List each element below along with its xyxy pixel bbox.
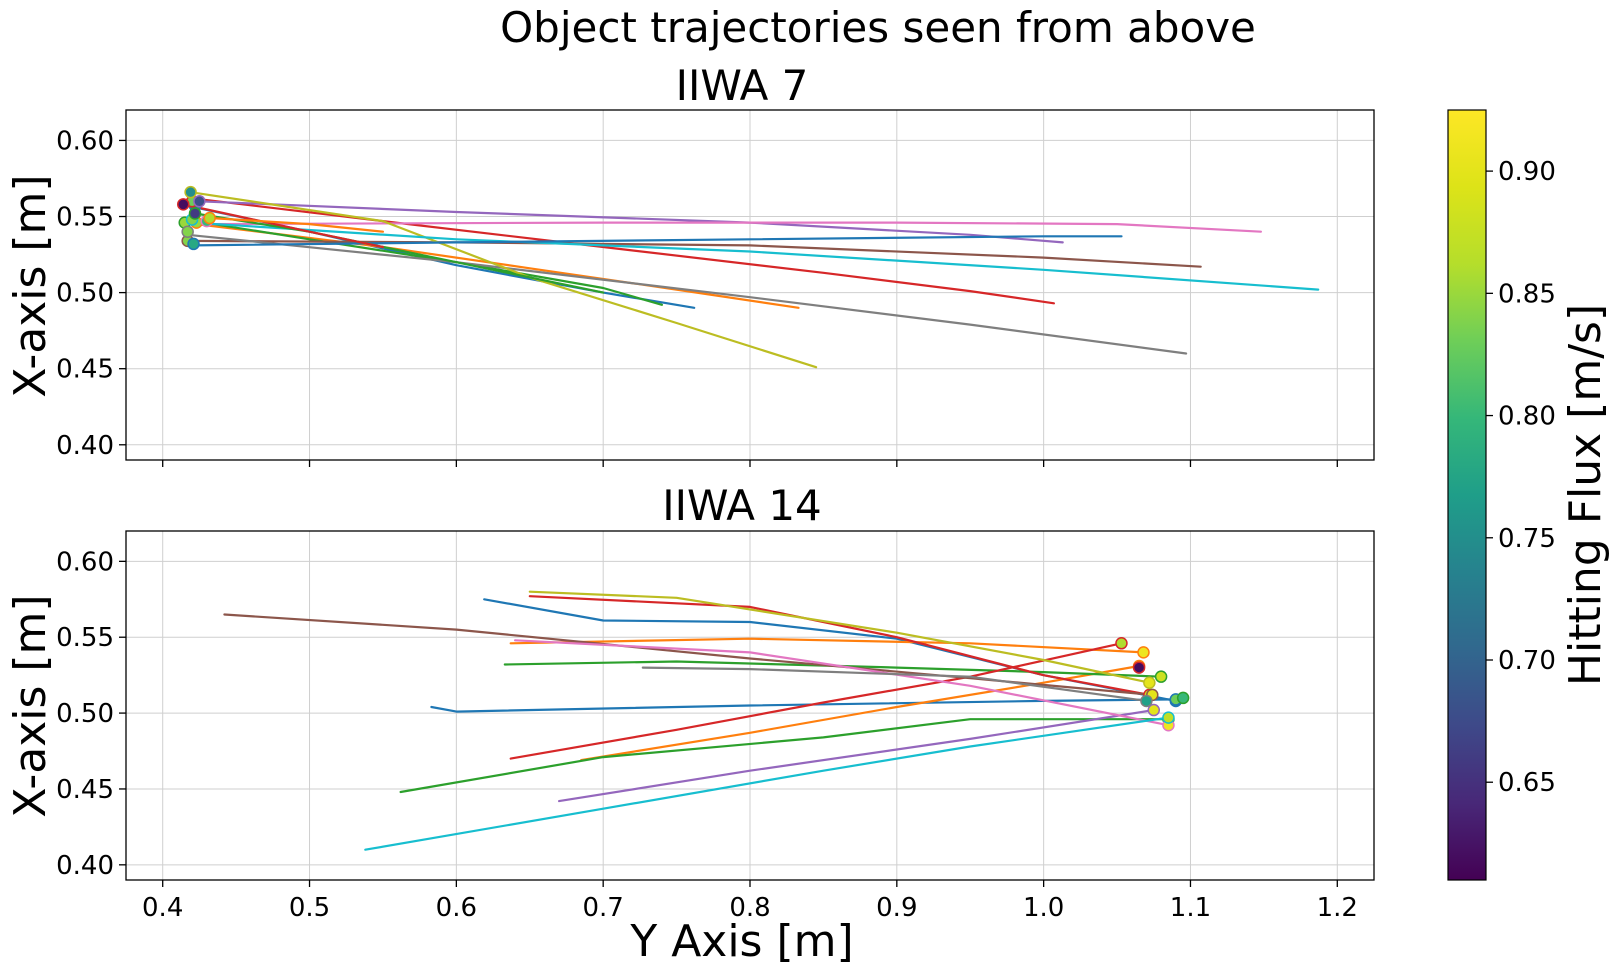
hitting-point-marker: [181, 225, 194, 238]
hitting-point-marker: [188, 207, 202, 220]
colorbar-gradient: [1447, 109, 1487, 881]
trajectory-line: [528, 595, 1151, 696]
y-tick-label: 0.60: [56, 547, 114, 577]
trajectory-line: [205, 221, 1262, 233]
y-tick-label: 0.50: [56, 279, 114, 309]
trajectory-line: [399, 718, 1170, 794]
x-axis-title: Y Axis [m]: [629, 916, 853, 967]
trajectory-line: [191, 197, 1055, 305]
panel-title-iiwa-7: IIWA 7: [676, 61, 809, 110]
y-tick-label: 0.50: [56, 699, 114, 729]
y-tick-label: 0.55: [56, 203, 114, 233]
colorbar: Hitting Flux [m/s] 0.65 0.70 0.75 0.80 0.85 0…: [1447, 109, 1611, 881]
trajectory-line: [558, 709, 1155, 803]
trajectory-line: [364, 716, 1170, 851]
x-tick-label: 0.5: [289, 893, 330, 923]
hitting-point-marker: [1140, 694, 1153, 708]
trajectory-line: [430, 698, 1177, 713]
colorbar-label: Hitting Flux [m/s]: [1560, 304, 1611, 686]
colorbar-tick-label: 0.65: [1498, 768, 1556, 798]
trajectory-line: [528, 590, 1151, 684]
trajectory-line: [641, 666, 1148, 702]
x-tick-label: 0.6: [436, 893, 477, 923]
hitting-point-marker: [1115, 637, 1128, 650]
trajectory-line: [195, 223, 800, 309]
plot-frame: [125, 109, 1375, 461]
colorbar-tick-label: 0.85: [1498, 279, 1556, 309]
trajectory-line: [509, 642, 1123, 760]
y-tick-label: 0.40: [56, 431, 114, 461]
hitting-point-marker: [184, 185, 197, 199]
trajectory-line: [223, 613, 1154, 696]
trajectory-line: [514, 639, 1170, 727]
x-tick-label: 0.8: [729, 893, 770, 923]
colorbar-tick-label: 0.70: [1498, 646, 1556, 676]
colorbar-tick-label: 0.75: [1498, 524, 1556, 554]
x-tick-label: 0.4: [142, 893, 183, 923]
y-tick-label: 0.55: [56, 623, 114, 653]
chart-title: Object trajectories seen from above: [500, 3, 1256, 52]
hitting-point-marker: [187, 237, 200, 251]
hitting-point-marker: [1143, 676, 1156, 689]
hitting-point-marker: [203, 211, 216, 225]
hitting-point-marker: [193, 195, 206, 208]
y-tick-label: 0.60: [56, 126, 114, 156]
y-axis-title-bottom: X-axis [m]: [5, 594, 56, 817]
trajectory-line: [189, 191, 818, 369]
x-tick-label: 0.7: [582, 893, 623, 923]
x-tick-label: 1.0: [1023, 893, 1064, 923]
trajectory-line: [509, 637, 1145, 654]
hitting-point-marker: [1132, 661, 1146, 674]
x-tick-label: 0.9: [876, 893, 917, 923]
panel-iiwa-7: IIWA 7 0.40 0.45 0.50 0.55 0.60: [56, 61, 1375, 467]
colorbar-tick-label: 0.90: [1498, 157, 1556, 187]
panel-iiwa-14: IIWA 14 0.40 0.45 0.50 0.55 0.60 0.4 0.5 0.6 0.7…: [56, 481, 1375, 923]
y-tick-label: 0.45: [56, 355, 114, 385]
x-tick-label: 1.1: [1170, 893, 1211, 923]
colorbar-tick-label: 0.80: [1498, 402, 1556, 432]
hitting-point-marker: [1147, 703, 1161, 717]
hitting-point-marker: [1162, 711, 1175, 724]
y-tick-label: 0.40: [56, 851, 114, 881]
panel-title-iiwa-14: IIWA 14: [662, 481, 822, 530]
y-tick-label: 0.45: [56, 775, 114, 805]
hitting-point-marker: [1137, 646, 1150, 659]
trajectory-line: [186, 239, 1202, 268]
trajectory-line: [208, 216, 384, 233]
trajectory-line: [503, 660, 1163, 678]
plot-frame: [125, 530, 1375, 881]
trajectory-line: [186, 233, 1188, 355]
trajectory-line: [182, 203, 384, 249]
hitting-point-marker: [1154, 670, 1168, 683]
trajectory-line: [191, 221, 1320, 291]
hitting-point-marker: [1176, 691, 1190, 705]
x-tick-label: 1.2: [1317, 893, 1358, 923]
trajectory-line: [483, 598, 1177, 702]
trajectory-line: [580, 664, 1141, 762]
y-axis-title-top: X-axis [m]: [5, 174, 56, 397]
hitting-point-marker: [177, 198, 190, 211]
